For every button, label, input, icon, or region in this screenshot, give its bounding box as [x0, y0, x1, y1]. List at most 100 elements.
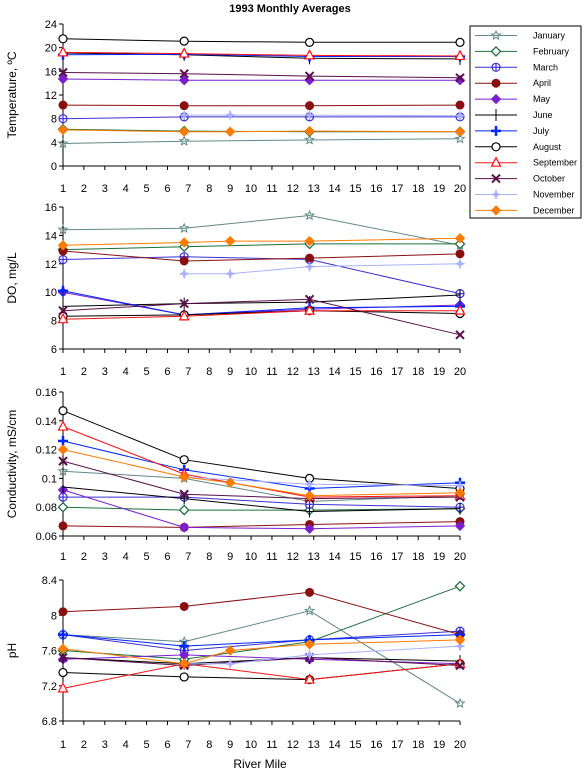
- data-point: [57, 46, 69, 57]
- series-november: [178, 258, 466, 280]
- data-point: [454, 49, 466, 61]
- legend-marker: [491, 125, 501, 136]
- data-point: [304, 37, 315, 47]
- x-tick-label: 12: [287, 183, 299, 195]
- x-tick-label: 12: [287, 366, 299, 378]
- y-tick-label: 0: [51, 161, 57, 173]
- y-tick-label: 4: [51, 137, 57, 149]
- series-line: [62, 291, 461, 316]
- y-axis-label: pH: [5, 643, 19, 658]
- data-point: [178, 109, 190, 121]
- series-line: [62, 460, 461, 500]
- data-point: [178, 310, 190, 321]
- x-tick-label: 8: [206, 551, 212, 563]
- data-point: [178, 658, 190, 669]
- x-tick-label: 12: [287, 739, 299, 751]
- x-tick-label: 16: [370, 366, 382, 378]
- legend: January February March April May June July Augu…: [469, 25, 582, 219]
- data-point: [58, 305, 68, 316]
- data-point: [224, 109, 236, 121]
- series-line: [62, 610, 461, 704]
- series-line: [62, 440, 461, 490]
- x-tick-label: 5: [144, 183, 150, 195]
- x-tick-label: 13: [308, 739, 320, 751]
- series-line: [62, 521, 461, 528]
- y-tick-label: 6.8: [42, 716, 57, 728]
- data-point: [178, 47, 190, 58]
- panel-4: 6.87.27.688.41 2 3 4 5 6 7 8 9 10 11 12 13 14 15 16 17 18…: [5, 575, 466, 751]
- x-tick-label: 11: [266, 366, 277, 378]
- x-tick-label: 19: [433, 551, 445, 563]
- y-tick-label: 0.06: [36, 531, 57, 543]
- data-point: [224, 235, 236, 247]
- x-tick-label: 14: [329, 183, 341, 195]
- data-point: [454, 238, 466, 250]
- x-tick-label: 10: [245, 366, 257, 378]
- data-point: [57, 312, 69, 324]
- legend-marker: [490, 45, 502, 57]
- data-point: [303, 478, 316, 490]
- x-tick-label: 1: [60, 366, 66, 378]
- y-tick-label: 6: [51, 344, 57, 356]
- x-tick-label: 5: [144, 739, 150, 751]
- series-line: [62, 489, 461, 530]
- data-point: [304, 304, 316, 315]
- series-line: [62, 243, 460, 251]
- data-point: [179, 489, 189, 499]
- data-point: [454, 126, 466, 137]
- y-tick-label: 0.14: [36, 416, 57, 428]
- y-tick-label: 8: [51, 610, 57, 622]
- series-august: [58, 406, 465, 494]
- legend-marker: [490, 93, 502, 105]
- x-tick-label: 2: [81, 183, 87, 195]
- series-line: [62, 250, 461, 262]
- data-point: [179, 455, 189, 465]
- x-tick-label: 16: [370, 739, 382, 751]
- series-line: [63, 496, 461, 508]
- x-tick-label: 7: [185, 739, 191, 751]
- data-point: [454, 520, 466, 532]
- series-line: [62, 630, 461, 652]
- data-point: [454, 697, 466, 709]
- legend-label: April: [533, 78, 551, 88]
- series-line: [62, 294, 461, 307]
- series-line: [62, 72, 461, 79]
- series-may: [57, 73, 466, 86]
- legend-entry-august: August: [475, 142, 562, 152]
- series-october: [58, 67, 465, 83]
- x-tick-label: 9: [227, 739, 233, 751]
- legend-label: August: [533, 142, 562, 152]
- data-point: [455, 37, 465, 47]
- x-tick-label: 18: [412, 183, 424, 195]
- x-tick-label: 9: [227, 366, 233, 378]
- x-tick-label: 16: [370, 183, 382, 195]
- data-point: [304, 523, 315, 535]
- x-tick-label: 9: [227, 551, 233, 563]
- legend-entry-january: January: [475, 29, 566, 41]
- data-point: [57, 643, 69, 654]
- series-february: [57, 501, 466, 516]
- data-point: [179, 672, 189, 682]
- x-tick-label: 13: [308, 183, 320, 195]
- legend-marker: [491, 142, 501, 152]
- series-line: [184, 263, 461, 275]
- x-tick-label: 13: [308, 366, 320, 378]
- data-point: [178, 135, 190, 146]
- y-tick-label: 8: [51, 316, 57, 328]
- x-tick-label: 6: [164, 183, 170, 195]
- series-june: [62, 481, 461, 518]
- x-tick-label: 7: [185, 551, 191, 563]
- series-line: [62, 214, 461, 246]
- legend-label: June: [533, 110, 553, 120]
- data-point: [57, 501, 69, 513]
- x-tick-label: 3: [102, 366, 108, 378]
- x-tick-label: 10: [245, 551, 257, 563]
- data-point: [178, 522, 190, 533]
- series-september: [57, 657, 466, 693]
- x-tick-label: 11: [266, 739, 277, 751]
- legend-entry-july: July: [475, 126, 550, 136]
- x-tick-label: 18: [412, 739, 424, 751]
- data-point: [179, 36, 189, 46]
- data-point: [454, 132, 466, 144]
